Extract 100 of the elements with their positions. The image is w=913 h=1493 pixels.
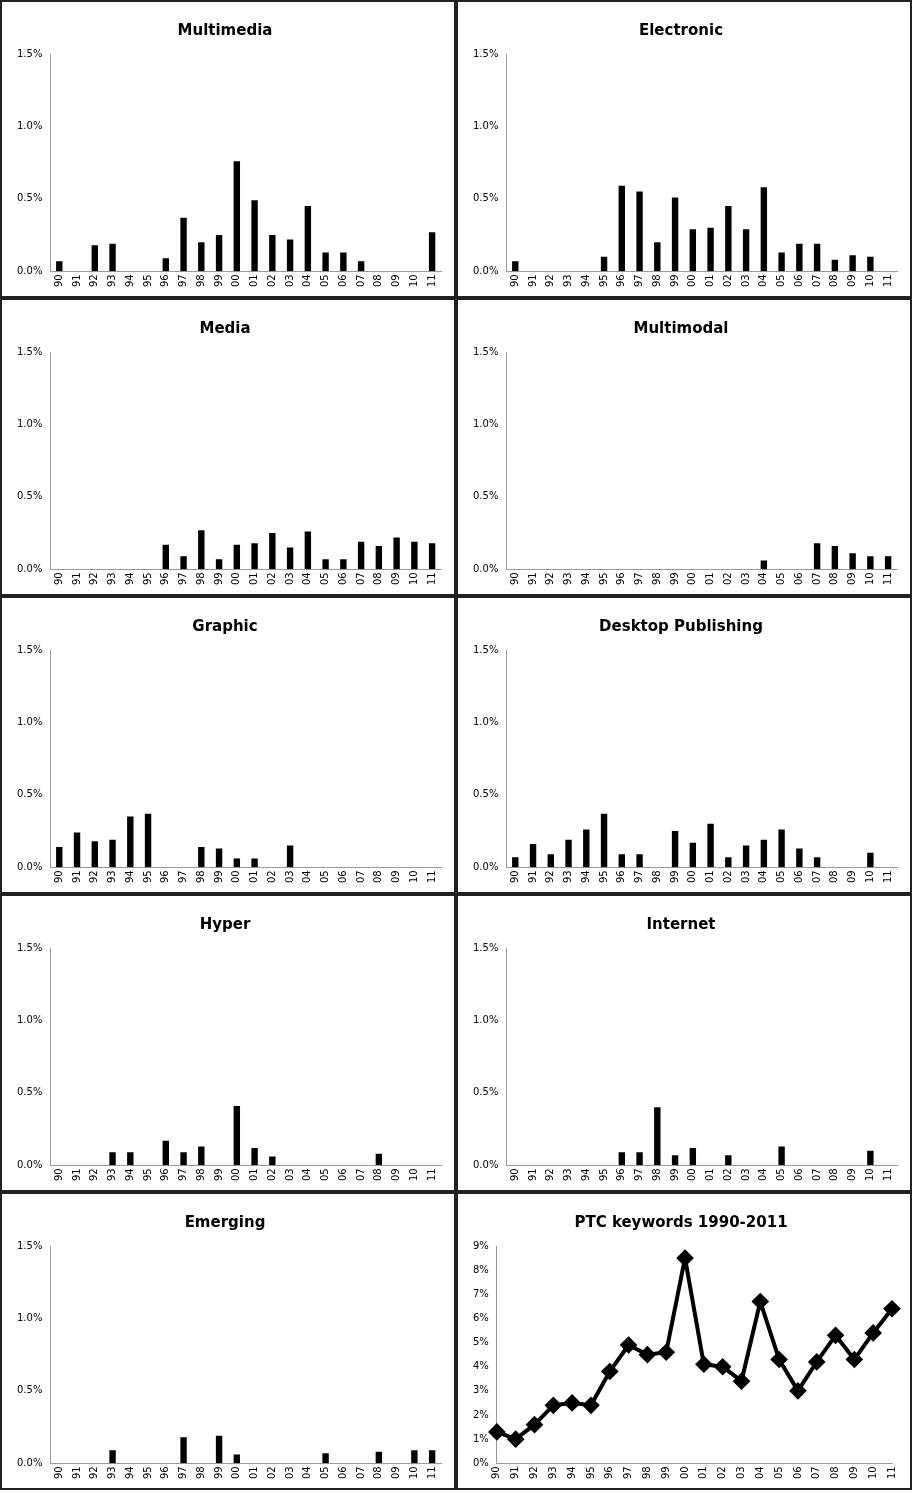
bar [742,845,750,868]
point [658,1344,675,1361]
x-tick-label: 00 [230,1168,242,1182]
x-tick-label: 00 [686,870,698,884]
x-tick-label: 10 [407,1466,419,1480]
bar [144,813,152,868]
x-tick-label: 99 [212,572,224,586]
y-tick-label: 0% [472,1456,489,1468]
chart-title: Graphic [192,616,258,635]
y-tick-label: 1.0% [17,120,43,132]
x-tick-label: 02 [716,1466,728,1480]
x-tick-label: 04 [757,274,769,288]
x-tick-label: 11 [881,572,893,586]
bar [411,1450,418,1464]
x-tick-label: 09 [847,1466,859,1480]
x-tick-label: 10 [866,1466,878,1480]
bar [636,854,643,868]
x-tick-label: 04 [757,1168,769,1182]
x-tick-label: 02 [265,870,277,884]
bar [796,243,803,272]
bar [180,1437,187,1464]
x-tick-label: 96 [159,1168,171,1182]
x-tick-label: 90 [508,274,520,288]
x-tick-label: 09 [390,1466,402,1480]
y-tick-label: 1.0% [17,1312,43,1324]
x-tick-label: 93 [106,274,118,288]
x-tick-label: 03 [283,870,295,884]
x-tick-label: 91 [509,1466,521,1480]
x-tick-label: 94 [123,274,135,288]
y-tick-label: 2% [472,1408,489,1420]
point [695,1356,712,1373]
x-tick-label: 91 [70,1168,82,1182]
bar [180,556,187,570]
x-tick-label: 02 [265,1466,277,1480]
x-tick-label: 90 [508,870,520,884]
y-tick-label: 0.0% [17,562,43,574]
x-tick-label: 90 [52,1168,64,1182]
x-tick-label: 01 [248,1168,260,1182]
x-tick-label: 97 [177,870,189,884]
bar [428,543,436,570]
bar [304,531,312,570]
x-tick-label: 07 [810,572,822,586]
x-tick-label: 03 [739,274,751,288]
bar [671,197,679,272]
x-tick-label: 90 [52,274,64,288]
point [771,1351,788,1368]
x-tick-label: 01 [697,1466,709,1480]
x-tick-label: 90 [508,572,520,586]
y-tick-label: 0.5% [17,490,43,502]
y-tick-label: 1.5% [473,941,499,953]
x-tick-label: 09 [846,572,858,586]
x-tick-label: 11 [425,1466,437,1480]
x-tick-label: 01 [248,870,260,884]
x-tick-label: 98 [640,1466,652,1480]
point [714,1358,731,1375]
bar [689,842,697,868]
x-tick-label: 04 [753,1466,765,1480]
x-tick-label: 96 [159,870,171,884]
y-tick-label: 0.5% [473,788,499,800]
bar [269,533,276,570]
bar [162,258,169,272]
x-tick-label: 06 [792,572,804,586]
x-tick-label: 94 [579,572,591,586]
x-tick-label: 03 [739,572,751,586]
x-tick-label: 08 [828,870,840,884]
x-tick-label: 08 [372,1168,384,1182]
y-tick-label: 1.0% [17,716,43,728]
x-tick-label: 90 [52,572,64,586]
y-tick-label: 0.0% [17,1456,43,1468]
x-tick-label: 08 [372,1466,384,1480]
y-tick-label: 0.0% [473,562,499,574]
y-tick-label: 1.0% [473,418,499,430]
x-tick-label: 10 [407,274,419,288]
x-tick-label: 98 [650,1168,662,1182]
x-tick-label: 04 [301,1466,313,1480]
y-tick-label: 0.5% [17,1086,43,1098]
x-tick-label: 93 [562,1168,574,1182]
x-tick-label: 01 [248,572,260,586]
chart-title: Emerging [184,1212,266,1231]
bar [636,191,643,272]
x-tick-label: 99 [212,1168,224,1182]
x-tick-label: 92 [544,1168,556,1182]
y-tick-label: 1.0% [473,1014,499,1026]
bar [725,206,732,272]
x-tick-label: 93 [562,274,574,288]
y-tick-label: 1.5% [17,345,43,357]
bar [760,187,768,272]
bar [73,832,81,868]
point [601,1363,618,1380]
y-tick-label: 0.0% [473,860,499,872]
chart-title: Electronic [638,20,724,39]
x-tick-label: 05 [319,1168,331,1182]
bar [251,200,258,272]
bar [357,541,365,570]
x-tick-label: 10 [863,572,875,586]
x-tick-label: 92 [544,572,556,586]
x-tick-label: 98 [194,1466,206,1480]
bar [618,854,625,868]
bar [583,829,590,868]
x-tick-label: 90 [52,1466,64,1480]
